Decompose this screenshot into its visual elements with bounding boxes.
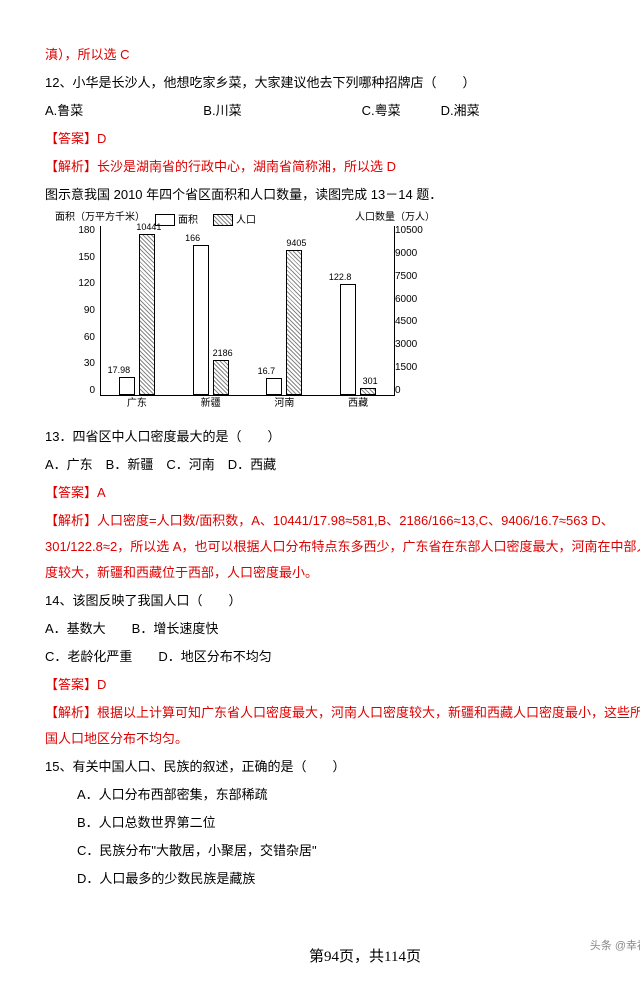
legend-pop: 人口 (236, 215, 256, 226)
q15d: D．人口最多的少数民族是藏族 (45, 866, 640, 892)
q15c: C．民族分布"大散居，小聚居，交错杂居" (45, 838, 640, 864)
legend-area: 面积 (178, 215, 198, 226)
page-footer: 第94页，共114页 (45, 942, 640, 972)
e12: 【解析】长沙是湖南省的行政中心，湖南省简称湘，所以选 D (45, 154, 640, 180)
bar-chart: 面积（万平方千米） 人口数量（万人） 面积 人口 030609012015018… (65, 216, 445, 416)
legend-pop-box (213, 214, 233, 226)
a12: 【答案】D (45, 126, 640, 152)
prev-tail: 滇），所以选 C (45, 42, 640, 68)
page: { "l0":"滇），所以选 C", "q12":"12、小华是长沙人，他想吃家… (45, 42, 640, 972)
chart-intro: 图示意我国 2010 年四个省区面积和人口数量，读图完成 13－14 题． (45, 182, 640, 208)
opt-a: A.鲁菜 (45, 98, 83, 124)
a14: 【答案】D (45, 672, 640, 698)
q14-opt-ab: A．基数大 B．增长速度快 (45, 616, 640, 642)
opt-c: C.粤菜 (362, 98, 401, 124)
q13: 13．四省区中人口密度最大的是（ ） (45, 424, 640, 450)
q14-opt-cd: C．老龄化严重 D．地区分布不均匀 (45, 644, 640, 670)
e14: 【解析】根据以上计算可知广东省人口密度最大，河南人口密度较大，新疆和西藏人口密度… (45, 700, 640, 752)
q14: 14、该图反映了我国人口（ ） (45, 588, 640, 614)
watermark: 头条 @幸福课堂 (590, 935, 640, 957)
q15a: A．人口分布西部密集，东部稀疏 (45, 782, 640, 808)
q15: 15、有关中国人口、民族的叙述，正确的是（ ） (45, 754, 640, 780)
opt-b: B.川菜 (203, 98, 241, 124)
a13: 【答案】A (45, 480, 640, 506)
e13: 【解析】人口密度=人口数/面积数，A、10441/17.98≈581,B、218… (45, 508, 640, 586)
q13-options: A．广东 B．新疆 C．河南 D．西藏 (45, 452, 640, 478)
q15b: B．人口总数世界第二位 (45, 810, 640, 836)
q12: 12、小华是长沙人，他想吃家乡菜，大家建议他去下列哪种招牌店（ ） (45, 70, 640, 96)
legend: 面积 人口 (155, 211, 256, 231)
opt-d: D.湘菜 (441, 98, 480, 124)
q12-options: A.鲁菜 B.川菜 C.粤菜 D.湘菜 (45, 98, 640, 124)
